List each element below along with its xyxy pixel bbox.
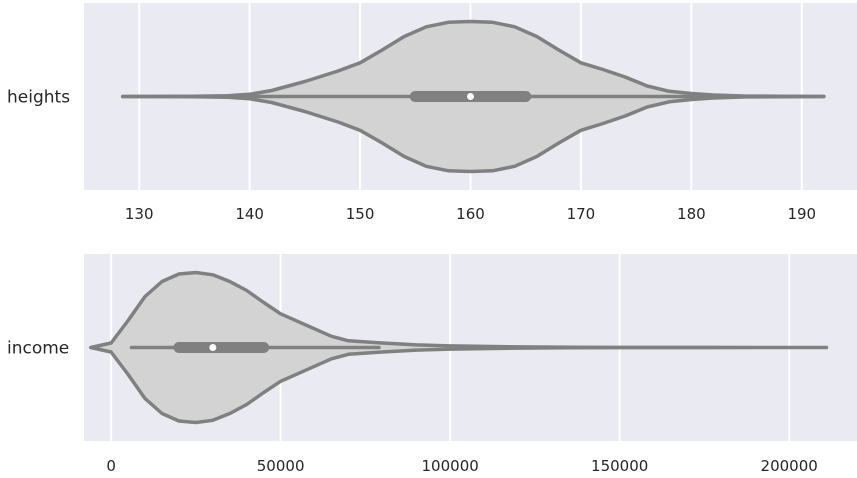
x-tick-label: 170 — [567, 205, 596, 223]
x-tick-label: 150 — [346, 205, 375, 223]
x-tick-label: 50000 — [257, 457, 305, 475]
median-point — [209, 344, 217, 351]
violin-body — [89, 270, 829, 425]
median-point — [467, 93, 474, 100]
category-label: heights — [7, 88, 70, 108]
x-tick-label: 180 — [677, 205, 706, 223]
x-tick-label: 200000 — [761, 457, 818, 475]
x-tick-label: 140 — [235, 205, 264, 223]
category-label: income — [7, 339, 69, 359]
x-tick-label: 130 — [125, 205, 154, 223]
x-tick-label: 160 — [456, 205, 485, 223]
x-tick-label: 100000 — [422, 457, 479, 475]
x-tick-label: 150000 — [591, 457, 648, 475]
x-tick-label: 190 — [787, 205, 816, 223]
panel-heights: 130 140 150 160 170 180 190 heights — [7, 3, 857, 223]
panel-income: 0 50000 100000 150000 200000 income — [7, 254, 857, 475]
x-tick-label: 0 — [106, 457, 116, 475]
